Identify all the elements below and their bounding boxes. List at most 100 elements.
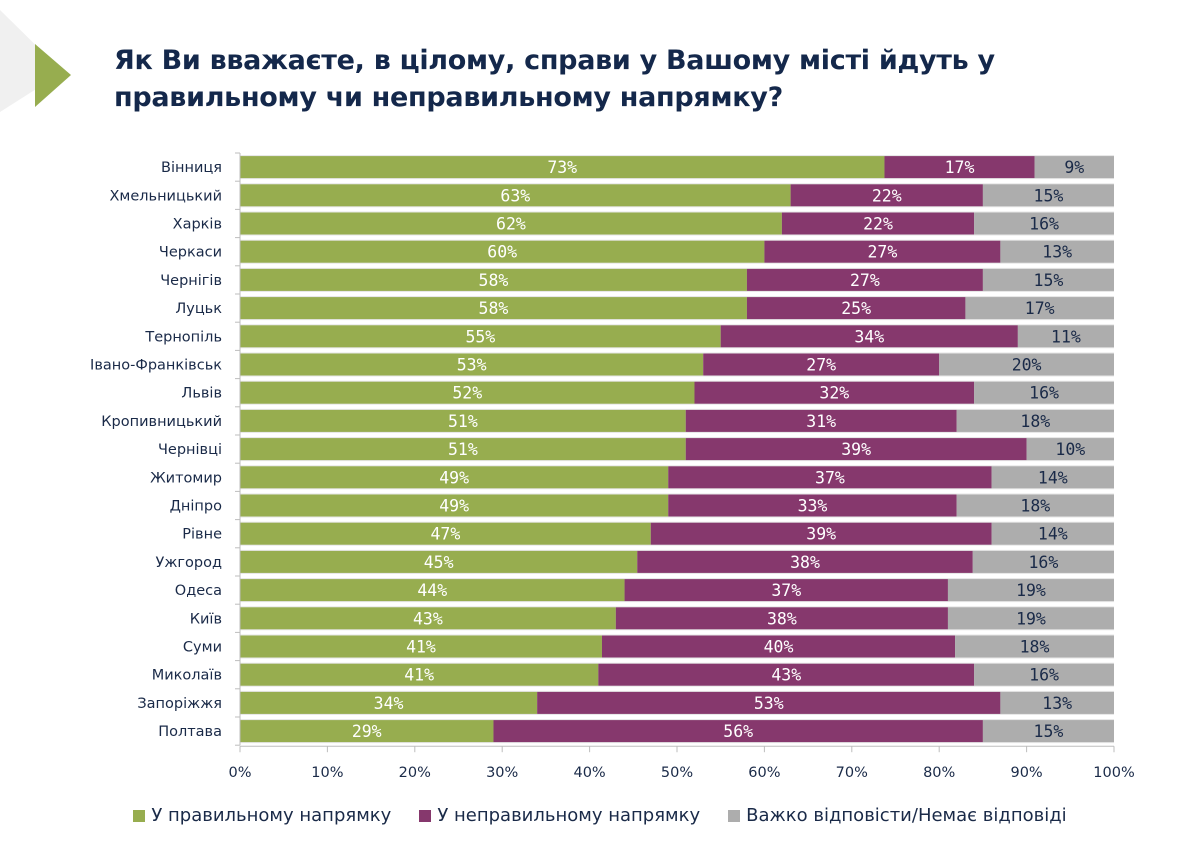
data-label: 16% <box>1029 215 1059 234</box>
data-label: 31% <box>806 412 836 431</box>
legend-swatch-icon <box>419 809 432 822</box>
data-label: 53% <box>457 356 487 375</box>
bar-segment <box>1026 438 1114 461</box>
bar-segment <box>637 550 973 573</box>
category-label: Чернівці <box>158 442 222 458</box>
data-label: 33% <box>798 497 828 516</box>
category-label: Полтава <box>158 724 222 740</box>
bar-segment <box>991 466 1114 489</box>
data-label: 43% <box>771 666 801 685</box>
data-label: 22% <box>863 215 893 234</box>
data-label: 44% <box>417 581 447 600</box>
bar-segment <box>720 325 1018 348</box>
bar-segment <box>939 353 1114 376</box>
data-label: 38% <box>790 553 820 572</box>
data-label: 56% <box>723 722 753 741</box>
bar-segment <box>947 607 1114 630</box>
category-label: Рівне <box>182 527 222 543</box>
axes-group: 0% 10% 20% 30% 40% 50% 60% 70% 80% 90% 100% <box>228 152 1135 781</box>
data-label: 19% <box>1016 609 1046 628</box>
data-label: 60% <box>487 243 517 262</box>
data-label: 41% <box>406 638 436 657</box>
bar-segment <box>694 381 975 404</box>
category-label: Харків <box>173 217 222 233</box>
decorative-arrow <box>0 0 71 120</box>
legend: У правильному напрямку У неправильному н… <box>0 805 1200 826</box>
data-label: 18% <box>1020 497 1050 516</box>
data-label: 49% <box>439 468 469 487</box>
data-label: 22% <box>872 186 902 205</box>
page-title: Як Ви вважаєте, в цілому, справи у Вашом… <box>114 45 995 113</box>
data-label: 16% <box>1029 384 1059 403</box>
bar-segment <box>884 156 1035 179</box>
category-label: Чернігів <box>160 273 222 289</box>
bar-segment <box>240 184 791 207</box>
bar-segment <box>668 494 957 517</box>
bar-segment <box>240 156 885 179</box>
legend-swatch-icon <box>728 809 741 822</box>
data-label: 34% <box>374 694 404 713</box>
data-label: 39% <box>806 525 836 544</box>
bar-segment <box>790 184 983 207</box>
category-label: Суми <box>183 640 222 656</box>
bar-segment <box>746 268 983 291</box>
category-label: Львів <box>181 386 222 402</box>
bar-segment <box>240 663 599 686</box>
category-label: Тернопіль <box>144 329 222 345</box>
bar-segment <box>240 466 669 489</box>
bar-segment <box>240 409 686 432</box>
category-label: Житомир <box>150 470 222 486</box>
data-label: 39% <box>841 440 871 459</box>
data-label: 53% <box>754 694 784 713</box>
data-label: 27% <box>867 243 897 262</box>
data-label: 15% <box>1034 271 1064 290</box>
category-label: Кропивницький <box>101 414 222 430</box>
data-label: 14% <box>1038 525 1068 544</box>
data-label: 73% <box>547 158 577 177</box>
bar-segment <box>601 635 956 658</box>
category-label: Черкаси <box>159 245 222 261</box>
data-label: 19% <box>1016 581 1046 600</box>
x-tick-label: 100% <box>1093 765 1134 781</box>
x-tick-label: 50% <box>661 765 693 781</box>
data-label: 51% <box>448 440 478 459</box>
data-label: 18% <box>1020 638 1050 657</box>
legend-swatch-icon <box>133 809 146 822</box>
data-label: 16% <box>1028 553 1058 572</box>
data-label: 51% <box>448 412 478 431</box>
bars-group: Вінниця 73% 17% 9% Хмельницький 63% 22% 15% Харк… <box>90 155 1114 744</box>
data-label: 63% <box>500 186 530 205</box>
background-triangle-icon <box>0 10 63 112</box>
green-triangle-icon <box>35 44 71 107</box>
legend-item-hard: Важко відповісти/Немає відповіді <box>728 805 1067 826</box>
data-label: 15% <box>1034 722 1064 741</box>
x-tick-label: 90% <box>1010 765 1042 781</box>
bar-segment <box>240 691 538 714</box>
bar-segment <box>781 212 975 235</box>
bar-segment <box>685 409 957 432</box>
bar-segment <box>974 381 1114 404</box>
stacked-bar-chart: Вінниця 73% 17% 9% Хмельницький 63% 22% 15% Харк… <box>90 152 1135 781</box>
bar-segment <box>955 635 1114 658</box>
data-label: 37% <box>815 468 845 487</box>
category-label: Вінниця <box>161 160 222 176</box>
bar-segment <box>1017 325 1114 348</box>
legend-label: Важко відповісти/Немає відповіді <box>746 805 1067 826</box>
bar-segment <box>240 550 638 573</box>
data-label: 11% <box>1051 327 1081 346</box>
bar-segment <box>668 466 992 489</box>
data-label: 45% <box>424 553 454 572</box>
data-label: 41% <box>404 666 434 685</box>
data-label: 62% <box>496 215 526 234</box>
legend-item-wrong: У неправильному напрямку <box>419 805 700 826</box>
data-label: 16% <box>1029 666 1059 685</box>
bar-segment <box>240 297 747 320</box>
bar-segment <box>240 325 721 348</box>
bar-segment <box>685 438 1027 461</box>
legend-item-right: У правильному напрямку <box>133 805 391 826</box>
bar-segment <box>240 381 695 404</box>
x-tick-label: 0% <box>228 765 251 781</box>
data-label: 40% <box>764 638 794 657</box>
bar-segment <box>982 184 1114 207</box>
data-label: 47% <box>430 525 460 544</box>
